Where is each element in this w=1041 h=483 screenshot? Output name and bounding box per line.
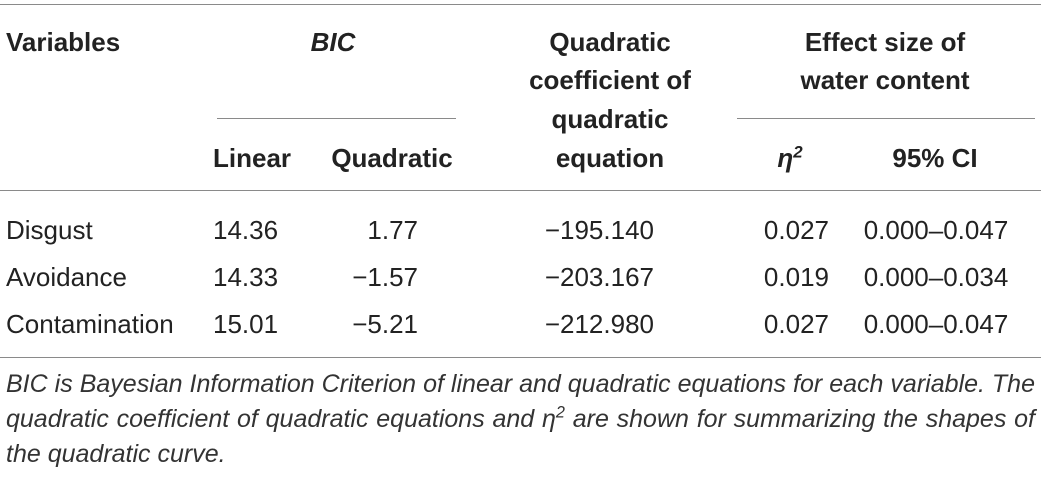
header-cell: Quadratic — [331, 143, 453, 173]
footnote-symbol: η — [542, 405, 556, 433]
table-cell: 15.01 — [213, 309, 279, 339]
eta-symbol: η — [777, 143, 794, 173]
table-cell: 0.019 — [763, 262, 829, 292]
table-cell: −1.57 — [352, 262, 418, 292]
header-cell: Linear — [213, 143, 292, 173]
header-cell: η2 — [640, 143, 940, 173]
bic-rule — [217, 118, 456, 119]
header-cell: quadratic — [551, 104, 669, 134]
table-cell: 0.027 — [763, 309, 829, 339]
table-cell: Avoidance — [6, 262, 127, 292]
header-cell: Effect size of — [804, 27, 966, 57]
table-cell: 14.33 — [213, 262, 279, 292]
table-cell: 0.000–0.047 — [863, 309, 1009, 339]
table-cell: 1.77 — [367, 215, 418, 245]
header-rule — [0, 190, 1041, 191]
table-cell: Disgust — [6, 215, 93, 245]
header-cell: water content — [800, 65, 970, 95]
table-cell: −5.21 — [352, 309, 418, 339]
table-cell: 0.000–0.047 — [863, 215, 1009, 245]
footnote-superscript: 2 — [555, 403, 565, 422]
table-cell: −195.140 — [544, 215, 654, 245]
header-cell: coefficient of — [529, 65, 691, 95]
bottom-rule — [0, 357, 1041, 358]
eta-superscript: 2 — [793, 142, 803, 162]
effect-rule — [737, 118, 1035, 119]
top-rule — [0, 4, 1041, 5]
header-cell: equation — [555, 143, 665, 173]
header-cell: BIC — [310, 27, 356, 57]
table-cell: −212.980 — [544, 309, 654, 339]
header-cell: 95% CI — [892, 143, 978, 173]
footnote-text: BIC is Bayesian Information Criterion of… — [6, 370, 1035, 433]
table-cell: 0.000–0.034 — [863, 262, 1009, 292]
footnote: BIC is Bayesian Information Criterion of… — [6, 367, 1035, 472]
table-cell: 0.027 — [763, 215, 829, 245]
footnote-text: are shown for summarizing the shapes of … — [6, 405, 1035, 468]
header-cell: Variables — [6, 27, 121, 57]
table-cell: Contamination — [6, 309, 174, 339]
header-cell: Quadratic — [549, 27, 671, 57]
table-cell: 14.36 — [213, 215, 279, 245]
table-cell: −203.167 — [544, 262, 654, 292]
